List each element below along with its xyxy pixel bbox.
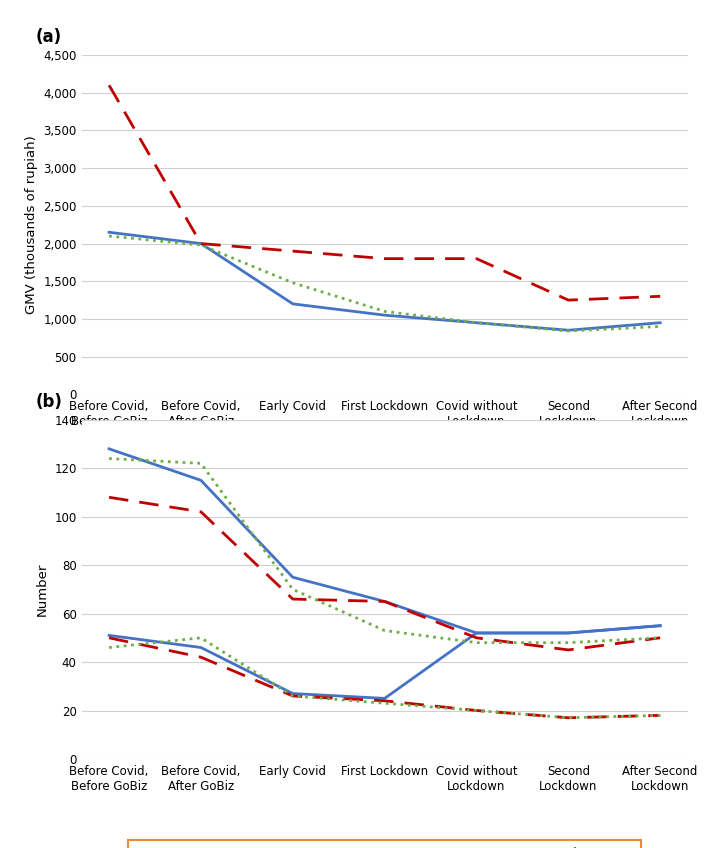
Line: Transactions_Men: Transactions_Men (109, 626, 660, 699)
Items_Men (381, 596, 389, 606)
Text: (a): (a) (36, 28, 62, 46)
Items_Women (289, 594, 297, 604)
Line: GMV_Joint: GMV_Joint (109, 236, 660, 331)
Items_Joint (289, 584, 297, 594)
Items_Women (381, 596, 389, 606)
Items_Joint (656, 633, 664, 643)
GMV_Men (656, 318, 664, 328)
Items_Women (196, 507, 205, 517)
GMV_Joint (105, 231, 113, 241)
Transactions_Men (656, 621, 664, 631)
Transactions_Women (105, 633, 113, 643)
Line: GMV_Men: GMV_Men (109, 232, 660, 330)
Transactions_Women (656, 711, 664, 721)
GMV_Women (289, 246, 297, 256)
Items_Joint (381, 626, 389, 636)
Transactions_Joint (289, 691, 297, 701)
Line: Transactions_Women: Transactions_Women (109, 638, 660, 717)
Items_Men (196, 475, 205, 485)
Legend: GMV_Men, GMV_Women, GMV_Joint: GMV_Men, GMV_Women, GMV_Joint (197, 475, 572, 503)
GMV_Joint (196, 240, 205, 250)
Transactions_Joint (105, 643, 113, 653)
Transactions_Men (472, 628, 481, 638)
Transactions_Women (564, 712, 573, 722)
Transactions_Men (196, 643, 205, 653)
Transactions_Women (381, 695, 389, 706)
Transactions_Men (381, 694, 389, 704)
GMV_Joint (381, 306, 389, 316)
Items_Women (472, 633, 481, 643)
Items_Joint (105, 454, 113, 464)
Items_Joint (472, 638, 481, 648)
GMV_Men (381, 310, 389, 321)
GMV_Joint (472, 318, 481, 328)
Items_Men (656, 621, 664, 631)
Text: (b): (b) (36, 393, 63, 410)
Line: Items_Joint: Items_Joint (109, 459, 660, 643)
GMV_Women (564, 295, 573, 305)
Transactions_Men (105, 630, 113, 640)
Line: Items_Men: Items_Men (109, 449, 660, 633)
Y-axis label: GMV (thousands of rupiah): GMV (thousands of rupiah) (25, 136, 38, 314)
GMV_Men (105, 227, 113, 237)
Transactions_Men (289, 689, 297, 699)
GMV_Joint (564, 326, 573, 336)
GMV_Women (656, 291, 664, 301)
Line: Transactions_Joint: Transactions_Joint (109, 638, 660, 717)
GMV_Women (381, 254, 389, 264)
Items_Men (105, 444, 113, 454)
Transactions_Joint (472, 706, 481, 716)
Legend: Items_Men, Transactions_Men, Items_Women, Transactions_Women, Items_Joint, Trans: Items_Men, Transactions_Men, Items_Women… (128, 840, 641, 848)
Items_Men (564, 628, 573, 638)
GMV_Men (472, 318, 481, 328)
Y-axis label: Number: Number (35, 563, 49, 616)
GMV_Men (564, 325, 573, 335)
Transactions_Women (472, 706, 481, 716)
Items_Women (564, 644, 573, 655)
GMV_Women (105, 81, 113, 91)
Items_Women (105, 492, 113, 502)
GMV_Joint (656, 321, 664, 332)
GMV_Joint (289, 277, 297, 287)
Items_Joint (564, 638, 573, 648)
GMV_Women (196, 238, 205, 248)
Items_Men (289, 572, 297, 583)
GMV_Men (196, 238, 205, 248)
Transactions_Women (289, 691, 297, 701)
Items_Men (472, 628, 481, 638)
Items_Joint (196, 458, 205, 468)
Line: Items_Women: Items_Women (109, 497, 660, 650)
Transactions_Joint (381, 698, 389, 708)
Line: GMV_Women: GMV_Women (109, 86, 660, 300)
Transactions_Men (564, 628, 573, 638)
Transactions_Joint (564, 712, 573, 722)
GMV_Men (289, 298, 297, 309)
Transactions_Joint (196, 633, 205, 643)
Transactions_Women (196, 652, 205, 662)
Items_Women (656, 633, 664, 643)
GMV_Women (472, 254, 481, 264)
Transactions_Joint (656, 711, 664, 721)
